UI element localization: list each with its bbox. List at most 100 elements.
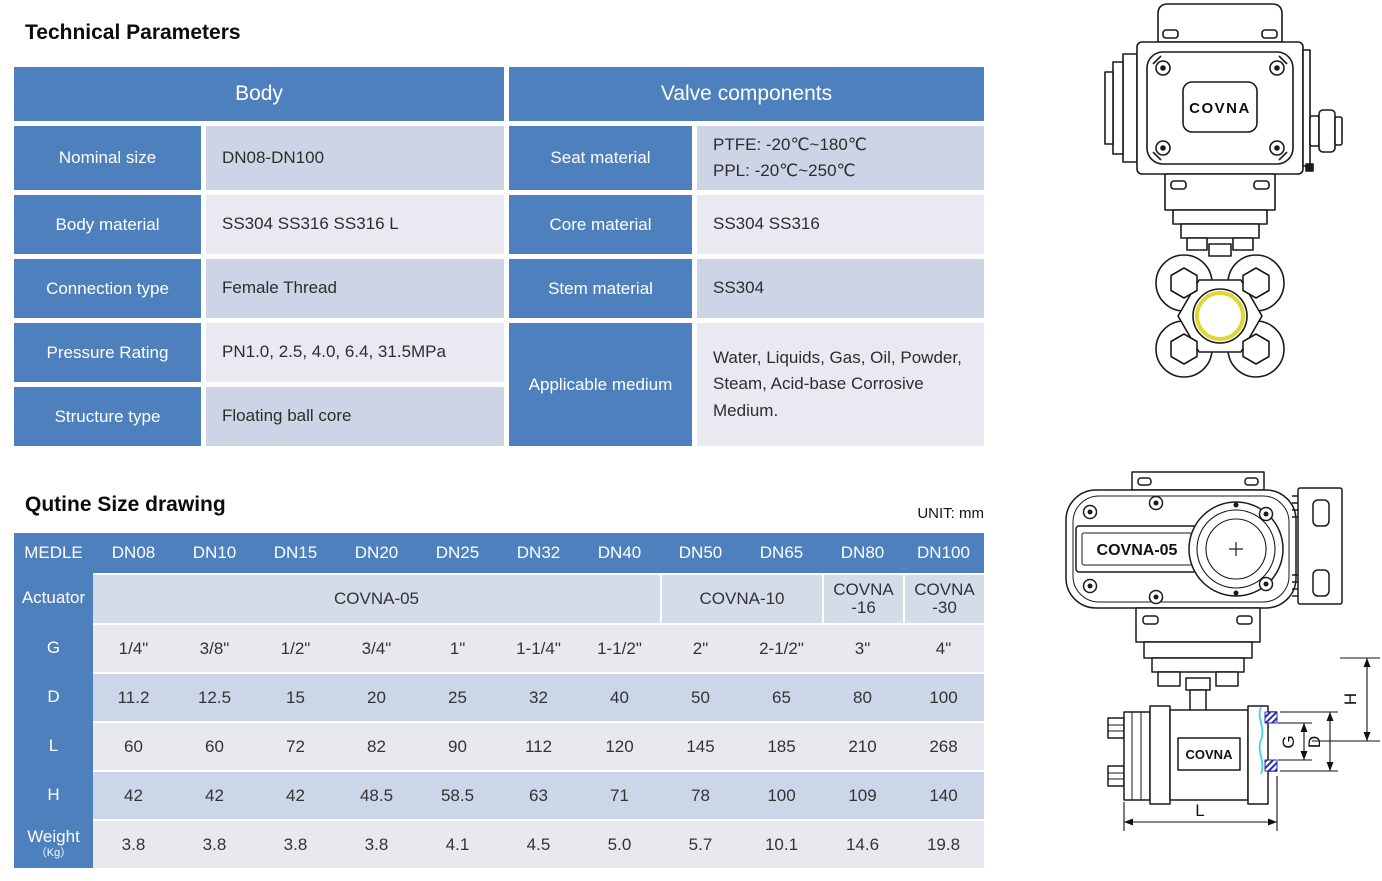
size-table: MEDLE DN08 DN10 DN15 DN20 DN25 DN32 DN40…: [14, 533, 984, 868]
size-cell: 14.6: [822, 819, 903, 868]
dn-header-dn08: DN08: [111, 543, 156, 562]
size-cell: 4.5: [498, 819, 579, 868]
size-cell: 3.8: [255, 819, 336, 868]
size-cell: 65: [741, 672, 822, 721]
size-cell: 78: [660, 770, 741, 819]
size-cell: 19.8: [903, 819, 984, 868]
size-cell: 3.8: [93, 819, 174, 868]
model-header-cell: MEDLE: [24, 543, 83, 562]
body-group-header: Body: [14, 67, 504, 121]
dn-header-dn50: DN50: [678, 543, 723, 562]
size-cell: 58.5: [417, 770, 498, 819]
size-row-l: L 60 60 72 82 90 112 120 145 185 210 268: [14, 721, 984, 770]
size-row-d: D 11.2 12.5 15 20 25 32 40 50 65 80 100: [14, 672, 984, 721]
row-value-structure-type: Floating ball core: [206, 387, 504, 446]
weight-label: Weight: [27, 827, 80, 847]
dimension-label-h: H: [1341, 693, 1360, 705]
row-label-applicable-medium: Applicable medium: [509, 323, 692, 446]
dn-header-dn15: DN15: [273, 543, 318, 562]
size-table-header-row: MEDLE DN08 DN10 DN15 DN20 DN25 DN32 DN40…: [14, 533, 984, 573]
size-cell: 20: [336, 672, 417, 721]
dimension-lines: [1123, 657, 1380, 831]
seat-material-line2: PPL: -20℃~250℃: [713, 161, 856, 180]
unit-label: UNIT: mm: [917, 505, 984, 522]
size-cell: 11.2: [93, 672, 174, 721]
size-cell: 42: [255, 770, 336, 819]
size-cell: 3": [822, 623, 903, 672]
actuator-span-covna16: COVNA -16: [822, 573, 903, 623]
actuator-span-covna10: COVNA-10: [660, 573, 822, 623]
dn-header-dn20: DN20: [354, 543, 399, 562]
size-cell: 4.1: [417, 819, 498, 868]
row-value-body-material: SS304 SS316 SS316 L: [206, 195, 504, 254]
size-row-d-label: D: [14, 672, 93, 721]
dn-header-dn25: DN25: [435, 543, 480, 562]
size-cell: 71: [579, 770, 660, 819]
size-cell: 100: [903, 672, 984, 721]
size-cell: 210: [822, 721, 903, 770]
dn-header-dn65: DN65: [759, 543, 804, 562]
size-cell: 1": [417, 623, 498, 672]
dn-header-dn100: DN100: [917, 543, 970, 562]
dimension-label-d: D: [1305, 736, 1324, 748]
row-value-pressure-rating: PN1.0, 2.5, 4.0, 6.4, 31.5MPa: [206, 323, 504, 382]
size-cell: 50: [660, 672, 741, 721]
size-cell: 82: [336, 721, 417, 770]
front-view-brand-label: COVNA: [1189, 100, 1251, 117]
size-row-weight: Weight （Kg） 3.8 3.8 3.8 3.8 4.1 4.5 5.0 …: [14, 819, 984, 868]
actuator-row-label: Actuator: [14, 573, 93, 623]
size-cell: 1/2": [255, 623, 336, 672]
actuator-row: Actuator COVNA-05 COVNA-10 COVNA -16 COV…: [14, 573, 984, 623]
row-value-stem-material: SS304: [697, 259, 984, 318]
dimension-label-g: G: [1279, 735, 1298, 748]
valve-components-column-group: Valve components Seat material PTFE: -20…: [509, 67, 984, 446]
valve-components-group-header: Valve components: [509, 67, 984, 121]
size-cell: 120: [579, 721, 660, 770]
size-cell: 4": [903, 623, 984, 672]
size-cell: 63: [498, 770, 579, 819]
technical-parameters-table: Body Nominal size DN08-DN100 Body materi…: [14, 67, 984, 446]
size-cell: 5.7: [660, 819, 741, 868]
actuator-covna30-line1: COVNA: [914, 580, 975, 600]
size-cell: 185: [741, 721, 822, 770]
actuator-covna16-line1: COVNA: [833, 580, 894, 600]
seat-material-line1: PTFE: -20℃~180℃: [713, 134, 867, 154]
size-cell: 140: [903, 770, 984, 819]
size-row-weight-label: Weight （Kg）: [14, 819, 93, 868]
size-cell: 80: [822, 672, 903, 721]
side-view-actuator-label: COVNA-05: [1097, 542, 1178, 559]
dimension-arrowheads: [1124, 658, 1371, 826]
row-label-core-material: Core material: [509, 195, 692, 254]
dn-header-dn40: DN40: [597, 543, 642, 562]
size-cell: 100: [741, 770, 822, 819]
outline-size-heading: Qutine Size drawing: [25, 493, 226, 516]
size-cell: 145: [660, 721, 741, 770]
size-cell: 268: [903, 721, 984, 770]
size-row-g-label: G: [14, 623, 93, 672]
row-label-seat-material: Seat material: [509, 126, 692, 190]
size-cell: 12.5: [174, 672, 255, 721]
dimension-label-l: L: [1195, 801, 1204, 820]
actuator-span-covna05: COVNA-05: [93, 573, 660, 623]
size-cell: 60: [174, 721, 255, 770]
body-column-group: Body Nominal size DN08-DN100 Body materi…: [14, 67, 504, 446]
size-cell: 48.5: [336, 770, 417, 819]
size-cell: 3/4": [336, 623, 417, 672]
size-cell: 1-1/4": [498, 623, 579, 672]
size-cell: 5.0: [579, 819, 660, 868]
size-cell: 10.1: [741, 819, 822, 868]
row-label-pressure-rating: Pressure Rating: [14, 323, 201, 382]
row-label-nominal-size: Nominal size: [14, 126, 201, 190]
size-cell: 1/4": [93, 623, 174, 672]
size-cell: 25: [417, 672, 498, 721]
size-cell: 3.8: [174, 819, 255, 868]
row-label-stem-material: Stem material: [509, 259, 692, 318]
size-cell: 1-1/2": [579, 623, 660, 672]
size-cell: 60: [93, 721, 174, 770]
dn-header-dn32: DN32: [516, 543, 561, 562]
row-label-body-material: Body material: [14, 195, 201, 254]
size-cell: 42: [174, 770, 255, 819]
technical-parameters-heading: Technical Parameters: [25, 21, 241, 44]
size-cell: 2": [660, 623, 741, 672]
size-cell: 42: [93, 770, 174, 819]
